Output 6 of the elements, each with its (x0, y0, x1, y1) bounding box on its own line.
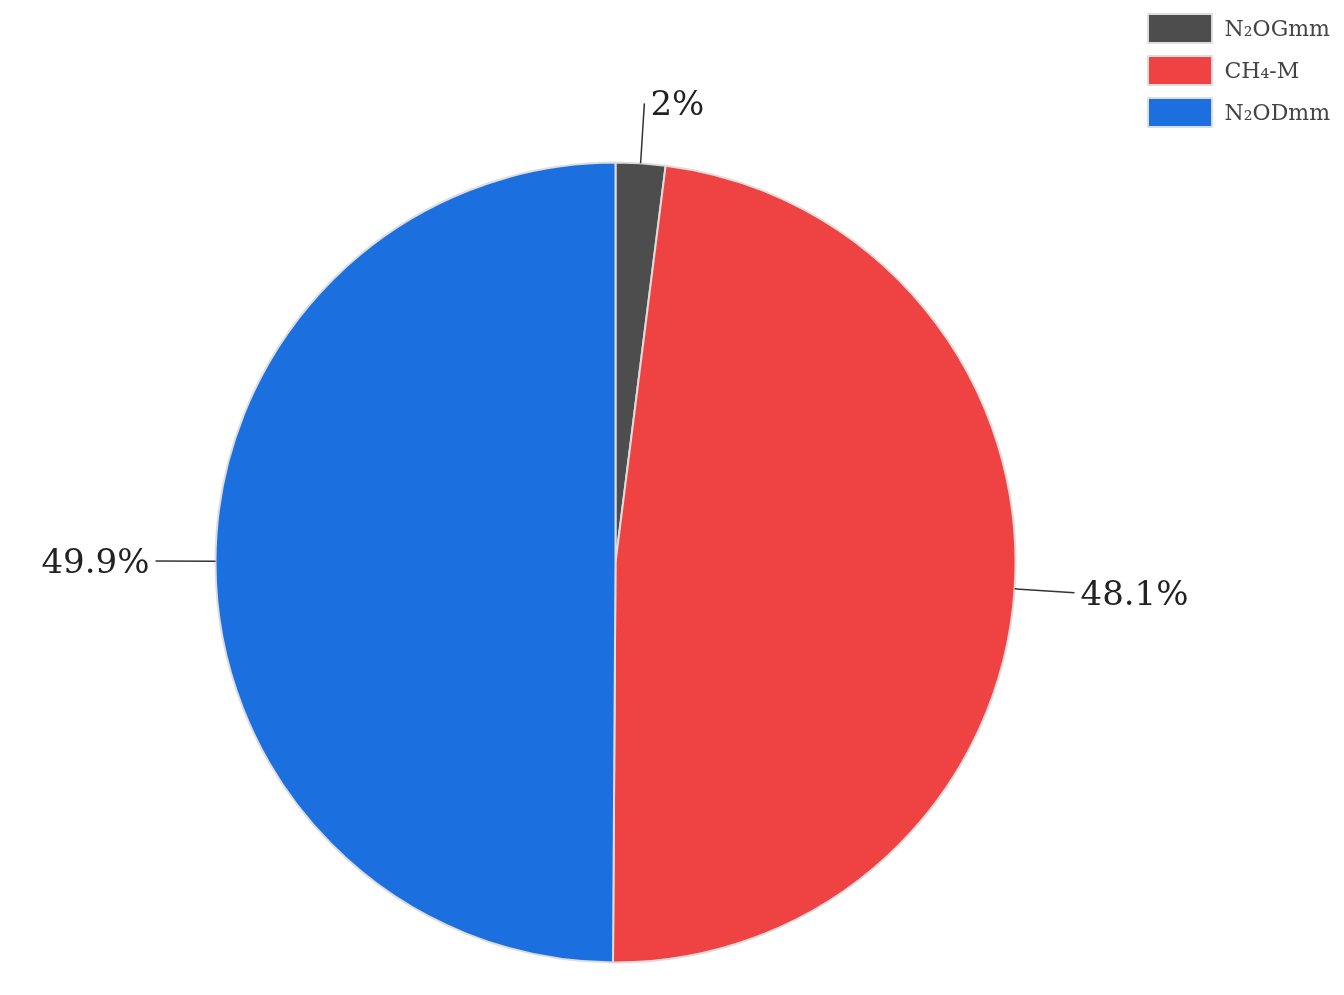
legend-label: N₂OGmm (1224, 15, 1330, 41)
data-label: 49.9% (41, 541, 150, 582)
data-label: 48.1% (1080, 572, 1189, 613)
legend-label: CH₄-M (1224, 57, 1300, 83)
data-label: 2% (650, 83, 705, 124)
legend-label: N₂ODmm (1224, 99, 1330, 125)
